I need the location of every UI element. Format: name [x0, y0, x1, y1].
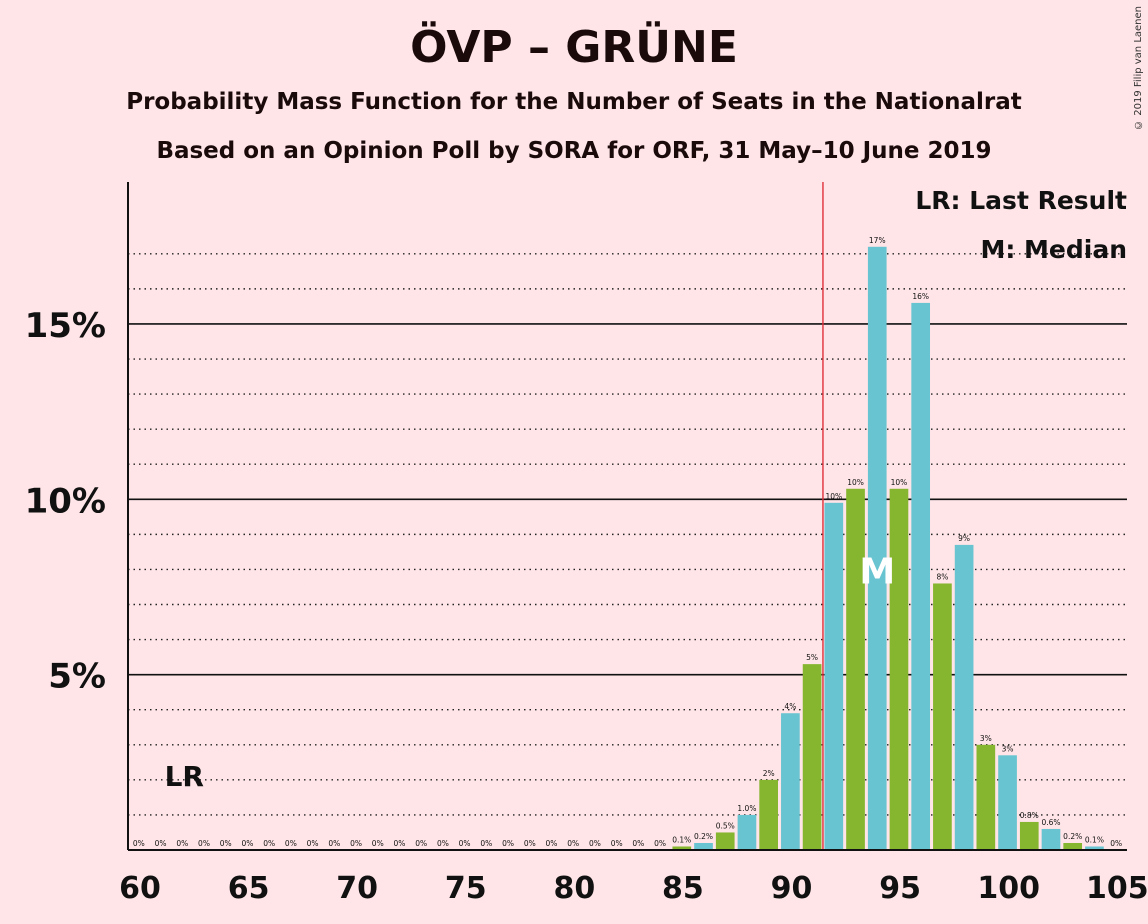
- bar-label-seat-60: 0%: [133, 839, 145, 848]
- bar-seat-103: [1063, 842, 1083, 850]
- bar-label-seat-96: 16%: [912, 292, 929, 301]
- bar-label-seat-88: 1.0%: [737, 804, 756, 813]
- bar-seat-86: [694, 842, 713, 850]
- bar-seat-93: [846, 488, 865, 850]
- bar-seat-97: [933, 583, 952, 850]
- x-tick-label-90: 90: [771, 871, 813, 906]
- bar-label-seat-79: 0%: [546, 839, 558, 848]
- x-tick-label-85: 85: [662, 871, 704, 906]
- bar-label-seat-78: 0%: [524, 839, 536, 848]
- bar-label-seat-85: 0.1%: [672, 835, 691, 844]
- bar-label-seat-74: 0%: [437, 839, 449, 848]
- median-marker: M: [859, 551, 895, 592]
- bar-label-seat-83: 0%: [632, 839, 644, 848]
- bar-seat-101: [1019, 821, 1039, 850]
- x-tick-label-80: 80: [553, 871, 595, 906]
- bar-label-seat-69: 0%: [328, 839, 340, 848]
- bar-label-seat-67: 0%: [285, 839, 297, 848]
- bar-seat-100: [998, 755, 1017, 850]
- chart-subtitle-source: Based on an Opinion Poll by SORA for ORF…: [156, 138, 992, 164]
- bar-seat-98: [954, 544, 974, 850]
- bar-label-seat-104: 0.1%: [1085, 835, 1104, 844]
- bar-label-seat-100: 3%: [1002, 744, 1014, 753]
- bar-seat-85: [672, 846, 692, 850]
- bar-label-seat-84: 0%: [654, 839, 666, 848]
- bar-label-seat-65: 0%: [241, 839, 253, 848]
- bar-label-seat-68: 0%: [307, 839, 319, 848]
- bar-label-seat-73: 0%: [415, 839, 427, 848]
- bar-label-seat-70: 0%: [350, 839, 362, 848]
- x-tick-label-95: 95: [879, 871, 921, 906]
- legend-last-result: LR: Last Result: [915, 186, 1127, 215]
- bar-label-seat-93: 10%: [847, 478, 864, 487]
- bar-label-seat-81: 0%: [589, 839, 601, 848]
- bar-label-seat-99: 3%: [980, 734, 992, 743]
- bar-seat-102: [1041, 828, 1061, 850]
- bar-label-seat-62: 0%: [176, 839, 188, 848]
- bar-label-seat-94: 17%: [869, 236, 886, 245]
- bar-seat-94: [867, 246, 887, 850]
- chart-title: ÖVP – GRÜNE: [410, 22, 738, 73]
- bar-seat-96: [911, 302, 931, 851]
- y-tick-label-15: 15%: [25, 306, 106, 346]
- bar-label-seat-63: 0%: [198, 839, 210, 848]
- bar-label-seat-86: 0.2%: [694, 832, 713, 841]
- chart-subtitle: Probability Mass Function for the Number…: [126, 89, 1022, 115]
- bar-label-seat-77: 0%: [502, 839, 514, 848]
- bar-label-seat-64: 0%: [220, 839, 232, 848]
- bar-label-seat-101: 0.8%: [1020, 811, 1039, 820]
- bar-label-seat-97: 8%: [936, 572, 948, 581]
- x-tick-label-105: 105: [1086, 871, 1148, 906]
- bar-label-seat-80: 0%: [567, 839, 579, 848]
- bar-label-seat-66: 0%: [263, 839, 275, 848]
- bar-seat-99: [976, 744, 996, 850]
- x-tick-label-75: 75: [445, 871, 487, 906]
- bar-label-seat-72: 0%: [394, 839, 406, 848]
- bar-label-seat-61: 0%: [155, 839, 167, 848]
- last-result-marker: LR: [165, 760, 204, 793]
- x-tick-label-60: 60: [119, 871, 161, 906]
- x-tick-label-100: 100: [977, 871, 1040, 906]
- bar-seat-88: [737, 814, 757, 850]
- y-tick-label-5: 5%: [48, 657, 106, 697]
- bar-label-seat-105: 0%: [1110, 839, 1122, 848]
- bar-seat-92: [824, 502, 844, 850]
- bar-label-seat-89: 2%: [763, 769, 775, 778]
- bar-label-seat-90: 4%: [784, 702, 796, 711]
- bar-label-seat-102: 0.6%: [1041, 818, 1060, 827]
- bar-label-seat-103: 0.2%: [1063, 832, 1082, 841]
- bar-label-seat-87: 0.5%: [716, 821, 735, 830]
- bar-seat-95: [889, 488, 909, 850]
- bar-seat-91: [802, 664, 822, 850]
- x-tick-label-70: 70: [336, 871, 378, 906]
- y-tick-label-10: 10%: [25, 481, 106, 521]
- bar-label-seat-98: 9%: [958, 534, 970, 543]
- bar-seat-90: [781, 713, 800, 850]
- bar-label-seat-91: 5%: [806, 653, 818, 662]
- bar-label-seat-95: 10%: [891, 478, 908, 487]
- bar-label-seat-71: 0%: [372, 839, 384, 848]
- bar-label-seat-92: 10%: [825, 492, 842, 501]
- bar-seat-104: [1085, 846, 1104, 850]
- x-tick-label-65: 65: [228, 871, 270, 906]
- bar-seat-89: [759, 779, 779, 850]
- bar-label-seat-75: 0%: [459, 839, 471, 848]
- legend-median: M: Median: [980, 235, 1127, 264]
- bar-seat-87: [715, 832, 735, 850]
- bar-label-seat-82: 0%: [611, 839, 623, 848]
- bar-label-seat-76: 0%: [480, 839, 492, 848]
